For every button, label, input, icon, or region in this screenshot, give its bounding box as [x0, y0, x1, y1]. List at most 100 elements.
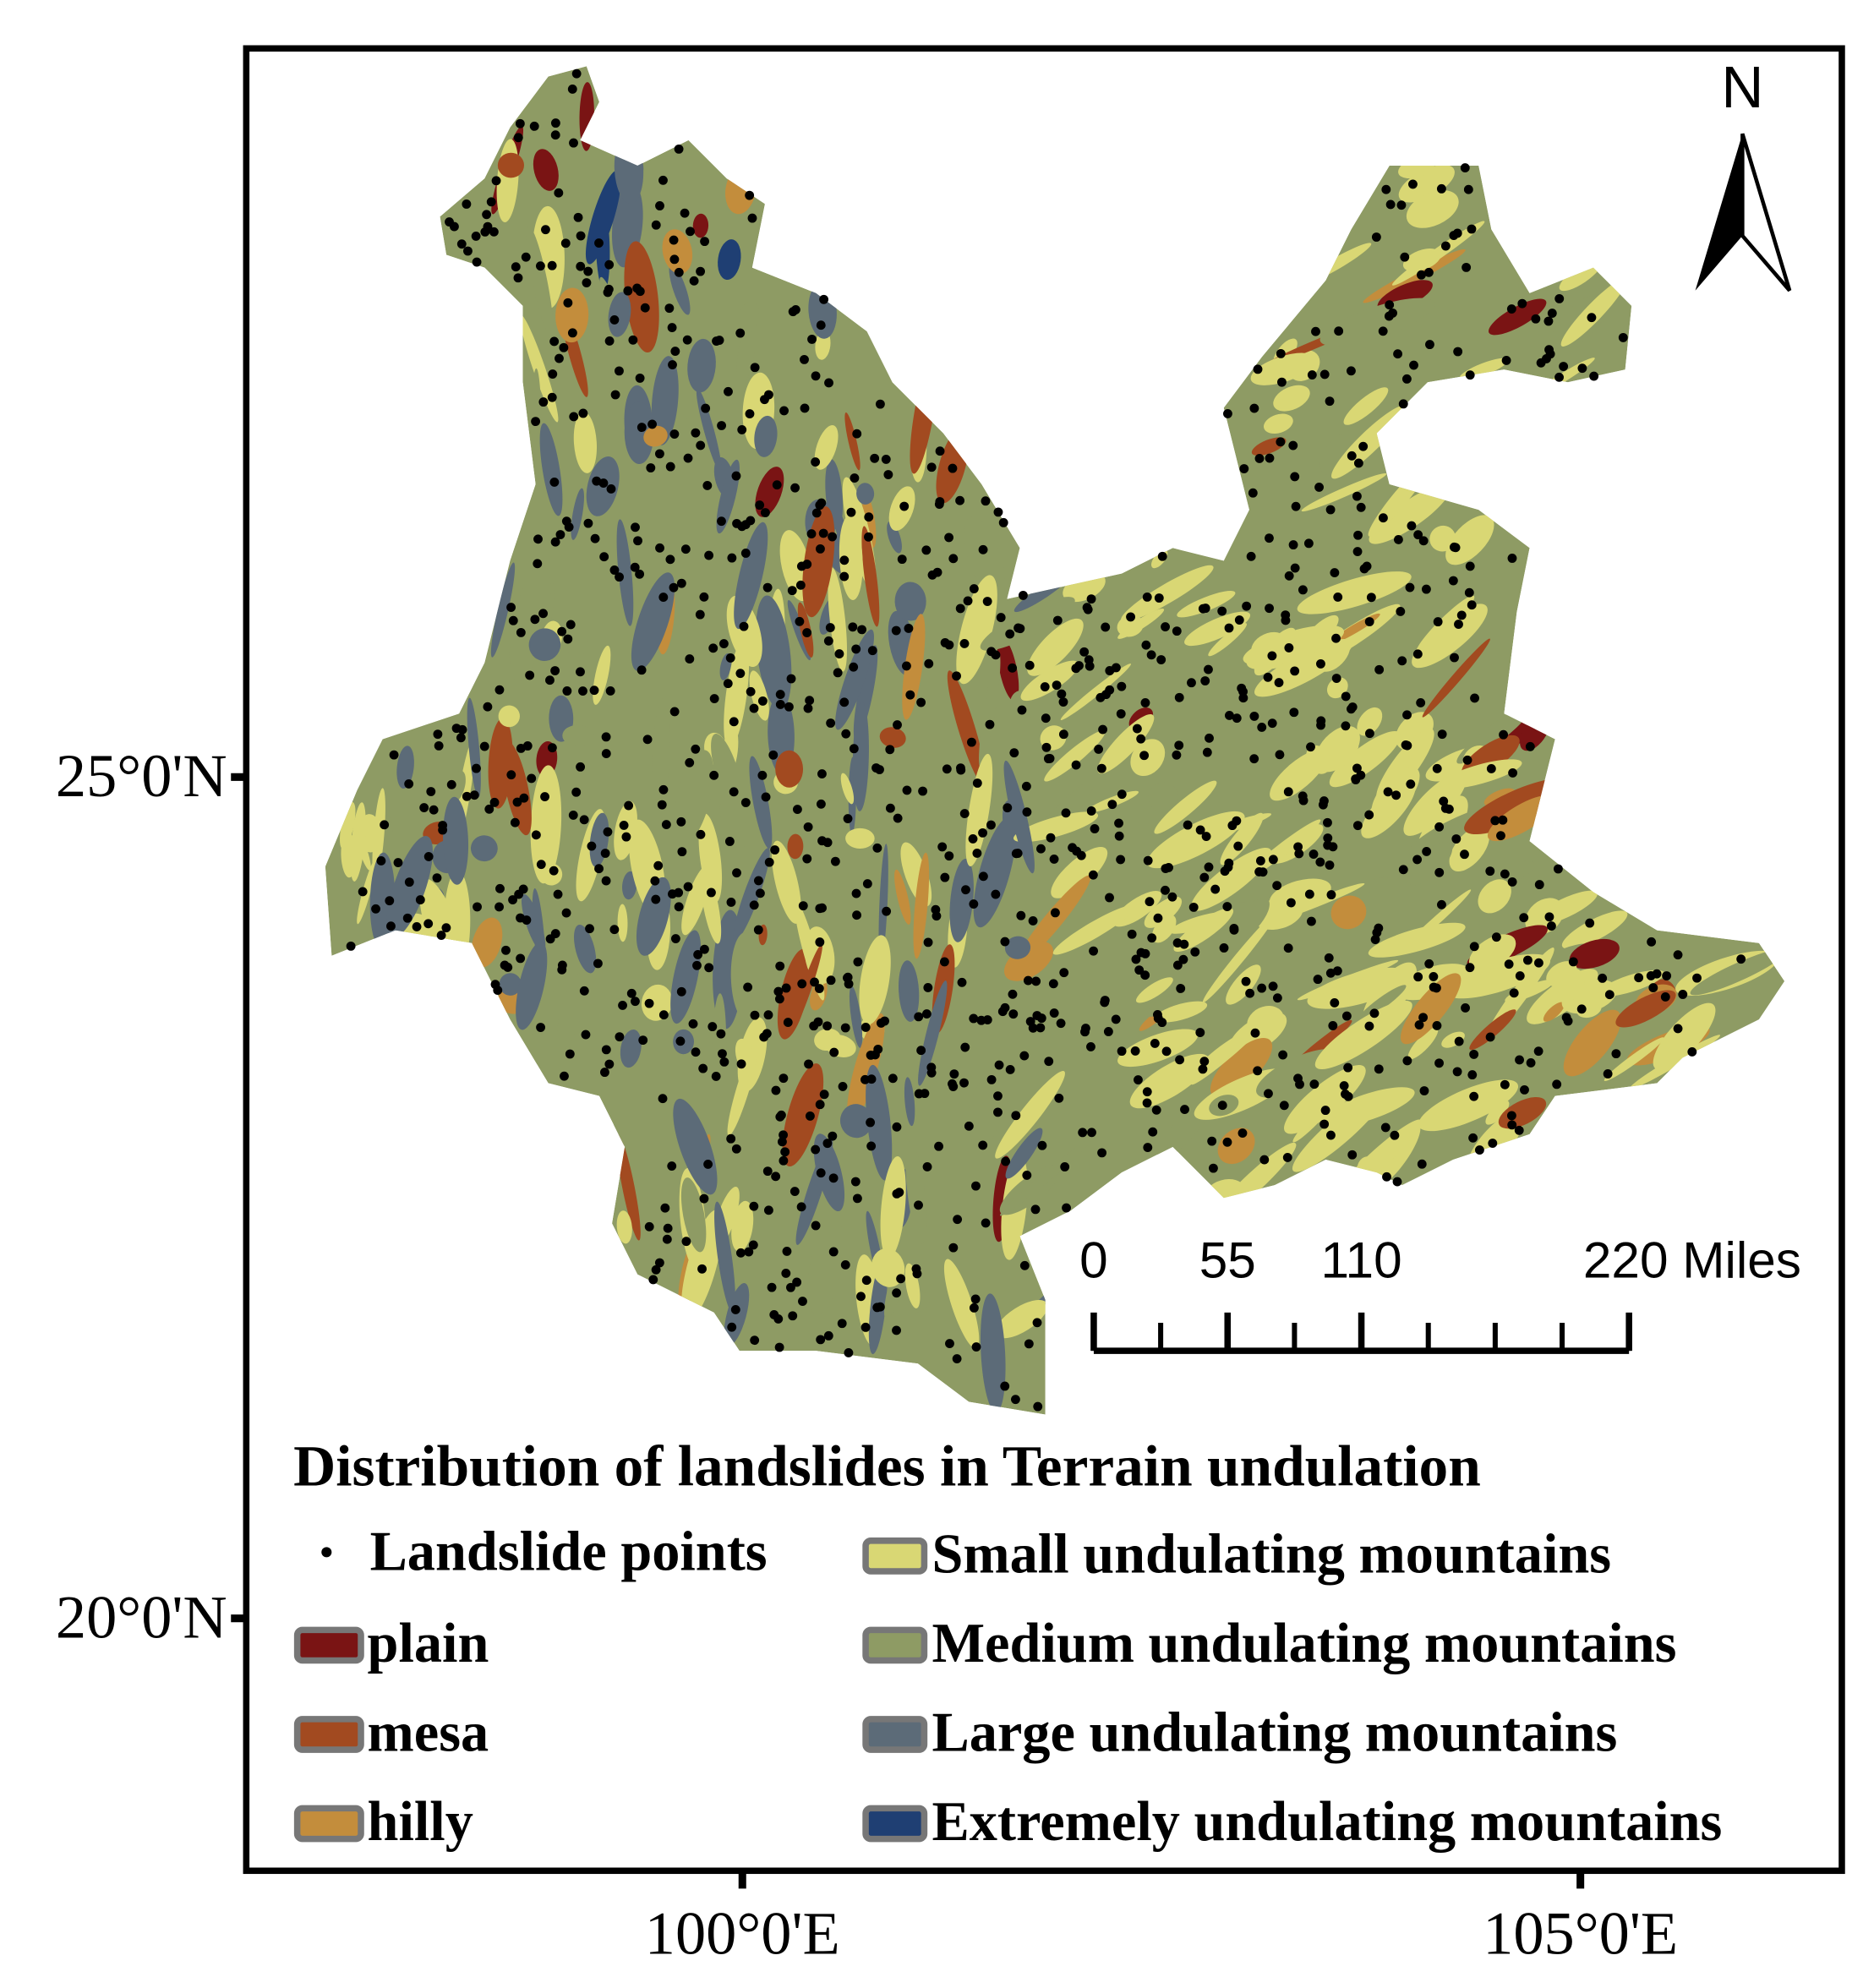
landslide-point — [1454, 1036, 1464, 1046]
landslide-point — [1515, 971, 1525, 981]
landslide-point — [1059, 968, 1069, 978]
landslide-point — [563, 298, 573, 308]
landslide-point — [829, 1047, 839, 1057]
landslide-point — [1470, 693, 1479, 703]
landslide-point — [846, 507, 856, 517]
landslide-point — [817, 836, 827, 846]
terrain-patch — [1363, 248, 1466, 303]
landslide-point — [904, 624, 914, 633]
landslide-point — [957, 977, 967, 987]
landslide-point — [986, 1074, 997, 1084]
terrain-patch — [814, 1028, 841, 1051]
landslide-point — [486, 197, 496, 207]
landslide-point — [914, 1200, 923, 1210]
landslide-point — [1259, 1155, 1270, 1165]
terrain-patch — [1003, 760, 1035, 874]
landslide-point — [819, 294, 829, 304]
terrain-patch — [1469, 1009, 1516, 1051]
landslide-point — [1146, 650, 1156, 660]
landslide-point — [1401, 374, 1412, 384]
landslide-point — [939, 957, 949, 967]
landslide-point — [545, 675, 555, 685]
landslide-point — [781, 983, 791, 993]
landslide-point — [1291, 501, 1301, 511]
terrain-patch — [1306, 745, 1331, 774]
terrain-patch — [1273, 385, 1310, 412]
terrain-patch — [574, 924, 597, 974]
terrain-patch — [652, 698, 670, 807]
landslide-point — [770, 845, 780, 855]
terrain-patch — [528, 628, 561, 661]
landslide-point — [844, 1348, 854, 1357]
landslide-point — [796, 561, 806, 571]
landslide-point — [825, 623, 835, 632]
landslide-point — [1369, 1008, 1380, 1019]
landslide-point — [1289, 707, 1299, 718]
landslide-point — [704, 963, 714, 973]
landslide-point — [1219, 943, 1229, 953]
landslide-point — [513, 273, 523, 283]
landslide-point — [698, 1063, 708, 1073]
landslide-point — [1485, 1032, 1495, 1042]
landslide-point — [1126, 612, 1135, 622]
landslide-point — [700, 944, 709, 954]
landslide-point — [709, 694, 719, 703]
landslide-point — [924, 658, 934, 669]
landslide-point — [779, 1130, 789, 1140]
landslide-point — [1114, 818, 1123, 828]
landslide-point — [1234, 615, 1244, 625]
landslide-point — [1041, 742, 1052, 752]
landslide-point — [725, 653, 735, 663]
landslide-point — [1425, 340, 1434, 350]
landslide-point — [1010, 1395, 1020, 1405]
landslide-point — [518, 884, 528, 894]
landslide-point — [1268, 981, 1278, 991]
terrain-patch — [1561, 910, 1628, 949]
landslide-point — [802, 854, 812, 864]
landslide-point — [1500, 1079, 1510, 1090]
landslide-point — [833, 668, 843, 678]
landslide-point — [1248, 488, 1258, 498]
landslide-point — [823, 1330, 833, 1341]
landslide-point — [1396, 607, 1406, 616]
landslide-point — [578, 408, 588, 418]
landslide-point — [533, 559, 543, 569]
landslide-point — [1028, 916, 1038, 926]
landslide-point — [1011, 849, 1021, 859]
scale-label: 55 — [1199, 1232, 1256, 1289]
landslide-point — [790, 483, 800, 493]
landslide-point — [1563, 1016, 1573, 1026]
landslide-point — [1364, 729, 1374, 739]
landslide-point — [1412, 855, 1423, 865]
landslide-point — [1416, 698, 1426, 707]
landslide-point — [688, 1019, 698, 1029]
landslide-point — [1309, 849, 1319, 860]
terrain-patch — [471, 917, 503, 968]
landslide-point — [739, 621, 749, 631]
landslide-point — [961, 885, 970, 895]
landslide-point — [1648, 983, 1658, 992]
landslide-point — [1437, 729, 1447, 740]
landslide-point — [1429, 971, 1439, 981]
landslide-point — [670, 347, 680, 356]
landslide-point — [1314, 482, 1324, 492]
landslide-point — [737, 424, 747, 434]
landslide-point — [1364, 810, 1374, 820]
landslide-point — [730, 1305, 740, 1314]
terrain-patch — [718, 239, 741, 281]
landslide-point — [1519, 913, 1529, 923]
landslide-point — [735, 328, 746, 338]
landslide-point — [864, 532, 873, 542]
scale-label: 110 — [1320, 1232, 1401, 1289]
north-arrow: N — [1695, 54, 1792, 292]
terrain-patch — [533, 149, 559, 191]
terrain-patch — [700, 868, 722, 944]
landslide-point — [926, 462, 937, 472]
landslide-point — [1407, 521, 1417, 531]
landslide-point — [635, 373, 645, 383]
terrain-patch — [1301, 473, 1387, 512]
terrain-patch — [1020, 660, 1079, 702]
terrain-patch — [499, 973, 522, 996]
landslide-point — [790, 304, 800, 314]
landslide-point — [1058, 697, 1068, 707]
